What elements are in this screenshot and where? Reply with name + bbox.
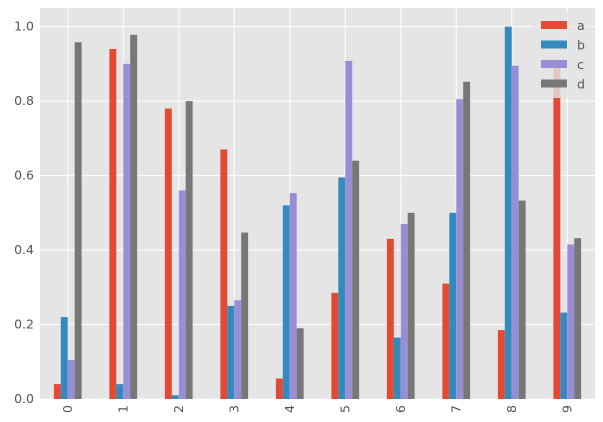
bar-d-4: [296, 328, 304, 399]
legend-swatch-b: [541, 40, 567, 49]
bar-b-4: [282, 205, 290, 399]
bar-a-8: [497, 330, 505, 399]
x-tick-label: 7: [448, 405, 463, 413]
bar-d-3: [241, 232, 249, 399]
bars: [53, 26, 582, 400]
legend-swatch-a: [541, 21, 567, 29]
bar-b-8: [504, 26, 512, 399]
legend-label-c: c: [577, 57, 584, 72]
bar-c-0: [67, 359, 75, 399]
y-axis-ticks: 0.0 0.2 0.4 0.6 0.8 1.0: [14, 19, 34, 406]
y-tick-label: 0.2: [14, 317, 34, 332]
x-tick-label: 9: [559, 405, 574, 413]
y-tick-label: 0.4: [14, 242, 34, 257]
bar-c-9: [567, 244, 575, 399]
bar-b-9: [560, 312, 568, 399]
y-tick-label: 0.8: [14, 93, 34, 108]
legend-label-d: d: [577, 77, 585, 92]
bar-d-6: [407, 212, 415, 399]
bar-a-1: [109, 48, 117, 399]
x-tick-label: 6: [393, 405, 408, 413]
legend-label-a: a: [577, 18, 585, 33]
legend-box: [533, 12, 591, 98]
x-tick-label: 8: [504, 405, 519, 413]
bar-b-2: [171, 395, 179, 399]
bar-b-5: [338, 177, 346, 399]
bar-a-4: [275, 378, 283, 399]
bar-c-7: [456, 99, 464, 399]
y-tick-label: 0.0: [14, 391, 34, 406]
bar-c-3: [234, 300, 242, 399]
bar-c-1: [123, 63, 131, 399]
bar-d-7: [463, 81, 471, 399]
bar-a-7: [442, 283, 450, 399]
bar-c-4: [289, 193, 297, 399]
bar-a-9: [553, 61, 561, 399]
bar-d-8: [518, 200, 526, 399]
bar-a-2: [164, 108, 172, 400]
x-tick-label: 4: [282, 405, 297, 413]
legend-label-b: b: [577, 38, 585, 53]
y-tick-label: 0.6: [14, 168, 34, 183]
bar-d-0: [74, 42, 82, 400]
bar-b-7: [449, 212, 457, 399]
bar-a-0: [53, 384, 61, 399]
bar-b-0: [60, 317, 68, 399]
x-tick-label: 1: [115, 405, 130, 413]
bar-b-3: [227, 305, 235, 399]
bar-d-5: [352, 160, 360, 399]
x-tick-label: 0: [60, 405, 75, 413]
bar-d-1: [130, 34, 138, 399]
bar-b-6: [393, 337, 401, 399]
bar-a-5: [331, 292, 339, 399]
bar-b-1: [116, 384, 124, 399]
bar-c-8: [511, 65, 519, 399]
bar-c-2: [178, 190, 186, 399]
bar-a-3: [220, 149, 228, 399]
y-tick-label: 1.0: [14, 19, 34, 34]
bar-c-6: [400, 223, 408, 399]
x-tick-label: 2: [171, 405, 186, 413]
bar-d-9: [574, 238, 582, 399]
legend-swatch-d: [541, 79, 567, 88]
x-axis-ticks: 0 1 2 3 4 5 6 7 8 9: [60, 405, 575, 413]
x-tick-label: 5: [337, 405, 352, 413]
legend-swatch-c: [541, 60, 567, 68]
bar-a-6: [386, 238, 394, 399]
bar-c-5: [345, 60, 353, 400]
bar-d-2: [185, 101, 193, 399]
x-tick-label: 3: [226, 405, 241, 413]
